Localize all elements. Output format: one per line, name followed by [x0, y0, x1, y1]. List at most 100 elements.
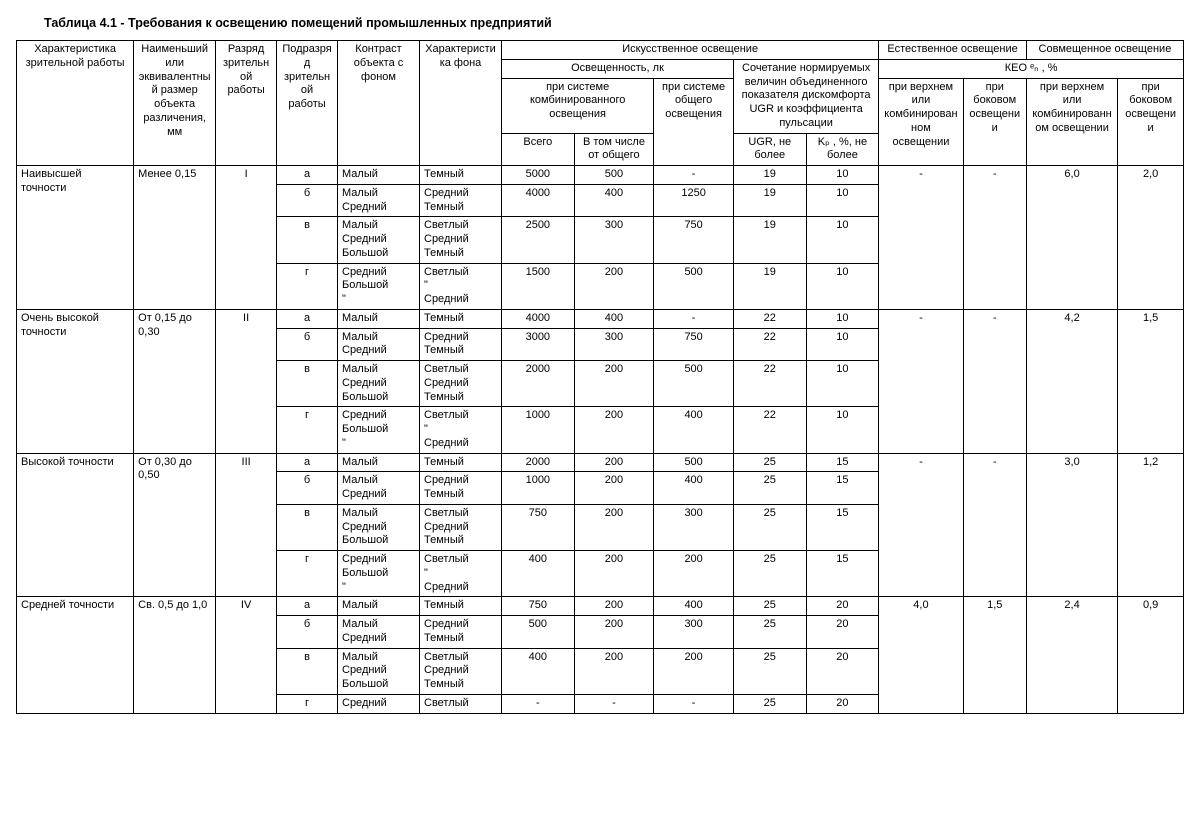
cell-bg: Темный: [420, 597, 502, 616]
table-head: Характеристика зрительной работы Наимень…: [17, 41, 1184, 166]
cell-ugr: 22: [733, 309, 806, 328]
cell-class: II: [216, 309, 277, 453]
cell-comb-top: 4,2: [1026, 309, 1117, 453]
cell-subclass: б: [277, 472, 338, 505]
cell-total: 5000: [502, 166, 575, 185]
cell-nat-top: 4,0: [879, 597, 963, 713]
th-comb-top: при верхнем или комбинированном освещени…: [1026, 78, 1117, 166]
cell-ugr: 19: [733, 263, 806, 309]
cell-contrast: Малый: [338, 166, 420, 185]
cell-total: 4000: [502, 184, 575, 217]
cell-ugr: 25: [733, 597, 806, 616]
cell-bg: Светлый " Средний: [420, 407, 502, 453]
cell-contrast: Малый Средний Большой: [338, 217, 420, 263]
th-nat-top: при верхнем или комбинированном освещени…: [879, 78, 963, 166]
cell-total: 400: [502, 648, 575, 694]
cell-total: 4000: [502, 309, 575, 328]
cell-total: 750: [502, 597, 575, 616]
cell-total: 500: [502, 616, 575, 649]
cell-total: 2000: [502, 453, 575, 472]
th-artificial: Искусственное освещение: [502, 41, 879, 60]
th-combined: Совмещенное освещение: [1026, 41, 1183, 60]
cell-kp: 10: [806, 166, 879, 185]
th-keo: КЕО ᵉₙ , %: [879, 59, 1184, 78]
cell-contrast: Малый Средний Большой: [338, 504, 420, 550]
cell-gen: -: [654, 309, 734, 328]
cell-comb-side: 2,0: [1118, 166, 1184, 310]
cell-ugr: 22: [733, 328, 806, 361]
cell-ugr: 19: [733, 166, 806, 185]
cell-workchar: Наивысшей точности: [17, 166, 134, 310]
cell-ugr: 25: [733, 504, 806, 550]
cell-fromgen: 400: [574, 184, 654, 217]
cell-ugr: 25: [733, 648, 806, 694]
cell-ugr: 22: [733, 361, 806, 407]
cell-total: 1000: [502, 407, 575, 453]
cell-subclass: в: [277, 217, 338, 263]
cell-gen: 300: [654, 616, 734, 649]
cell-fromgen: 200: [574, 648, 654, 694]
cell-fromgen: 200: [574, 407, 654, 453]
cell-subclass: б: [277, 616, 338, 649]
cell-kp: 10: [806, 184, 879, 217]
cell-gen: 500: [654, 361, 734, 407]
cell-bg: Темный: [420, 453, 502, 472]
cell-gen: 200: [654, 648, 734, 694]
cell-ugr: 25: [733, 551, 806, 597]
th-gen-sys: при системе общего освещения: [654, 78, 734, 166]
cell-kp: 20: [806, 616, 879, 649]
cell-fromgen: -: [574, 694, 654, 713]
cell-fromgen: 200: [574, 551, 654, 597]
cell-gen: 500: [654, 453, 734, 472]
cell-fromgen: 200: [574, 597, 654, 616]
cell-subclass: в: [277, 648, 338, 694]
table-row: Очень высокой точностиОт 0,15 до 0,30IIа…: [17, 309, 1184, 328]
cell-bg: Светлый Средний Темный: [420, 648, 502, 694]
cell-contrast: Средний Большой ": [338, 551, 420, 597]
cell-fromgen: 200: [574, 361, 654, 407]
th-natural: Естественное освещение: [879, 41, 1027, 60]
th-contrast: Контраст объекта с фоном: [338, 41, 420, 166]
cell-kp: 20: [806, 694, 879, 713]
table-row: Наивысшей точностиМенее 0,15IаМалыйТемны…: [17, 166, 1184, 185]
th-nat-side: при боковом освещении: [963, 78, 1026, 166]
cell-gen: 750: [654, 217, 734, 263]
cell-contrast: Малый Средний Большой: [338, 361, 420, 407]
cell-workchar: Очень высокой точности: [17, 309, 134, 453]
cell-size: Менее 0,15: [134, 166, 216, 310]
cell-kp: 15: [806, 504, 879, 550]
cell-nat-side: -: [963, 309, 1026, 453]
cell-kp: 15: [806, 472, 879, 505]
cell-contrast: Средний: [338, 694, 420, 713]
cell-contrast: Малый: [338, 309, 420, 328]
th-ugr: UGR, не более: [733, 133, 806, 166]
cell-gen: 750: [654, 328, 734, 361]
cell-total: 2500: [502, 217, 575, 263]
cell-bg: Темный: [420, 166, 502, 185]
cell-bg: Средний Темный: [420, 472, 502, 505]
cell-ugr: 25: [733, 453, 806, 472]
cell-nat-side: 1,5: [963, 597, 1026, 713]
th-total: Всего: [502, 133, 575, 166]
cell-nat-side: -: [963, 453, 1026, 597]
th-comb-side: при боковом освещении: [1118, 78, 1184, 166]
cell-fromgen: 200: [574, 616, 654, 649]
cell-workchar: Высокой точности: [17, 453, 134, 597]
cell-contrast: Малый Средний Большой: [338, 648, 420, 694]
cell-ugr: 25: [733, 694, 806, 713]
cell-nat-top: -: [879, 166, 963, 310]
cell-kp: 20: [806, 648, 879, 694]
cell-comb-side: 1,5: [1118, 309, 1184, 453]
th-size: Наименьший или эквивалентный размер объе…: [134, 41, 216, 166]
th-ugr-kp: Сочетание нормируемых величин объединенн…: [733, 59, 878, 133]
table-row: Средней точностиСв. 0,5 до 1,0IVаМалыйТе…: [17, 597, 1184, 616]
cell-subclass: б: [277, 328, 338, 361]
cell-fromgen: 200: [574, 263, 654, 309]
cell-comb-top: 6,0: [1026, 166, 1117, 310]
cell-total: 3000: [502, 328, 575, 361]
cell-kp: 10: [806, 309, 879, 328]
cell-size: Св. 0,5 до 1,0: [134, 597, 216, 713]
cell-kp: 10: [806, 361, 879, 407]
cell-comb-side: 0,9: [1118, 597, 1184, 713]
cell-subclass: г: [277, 551, 338, 597]
